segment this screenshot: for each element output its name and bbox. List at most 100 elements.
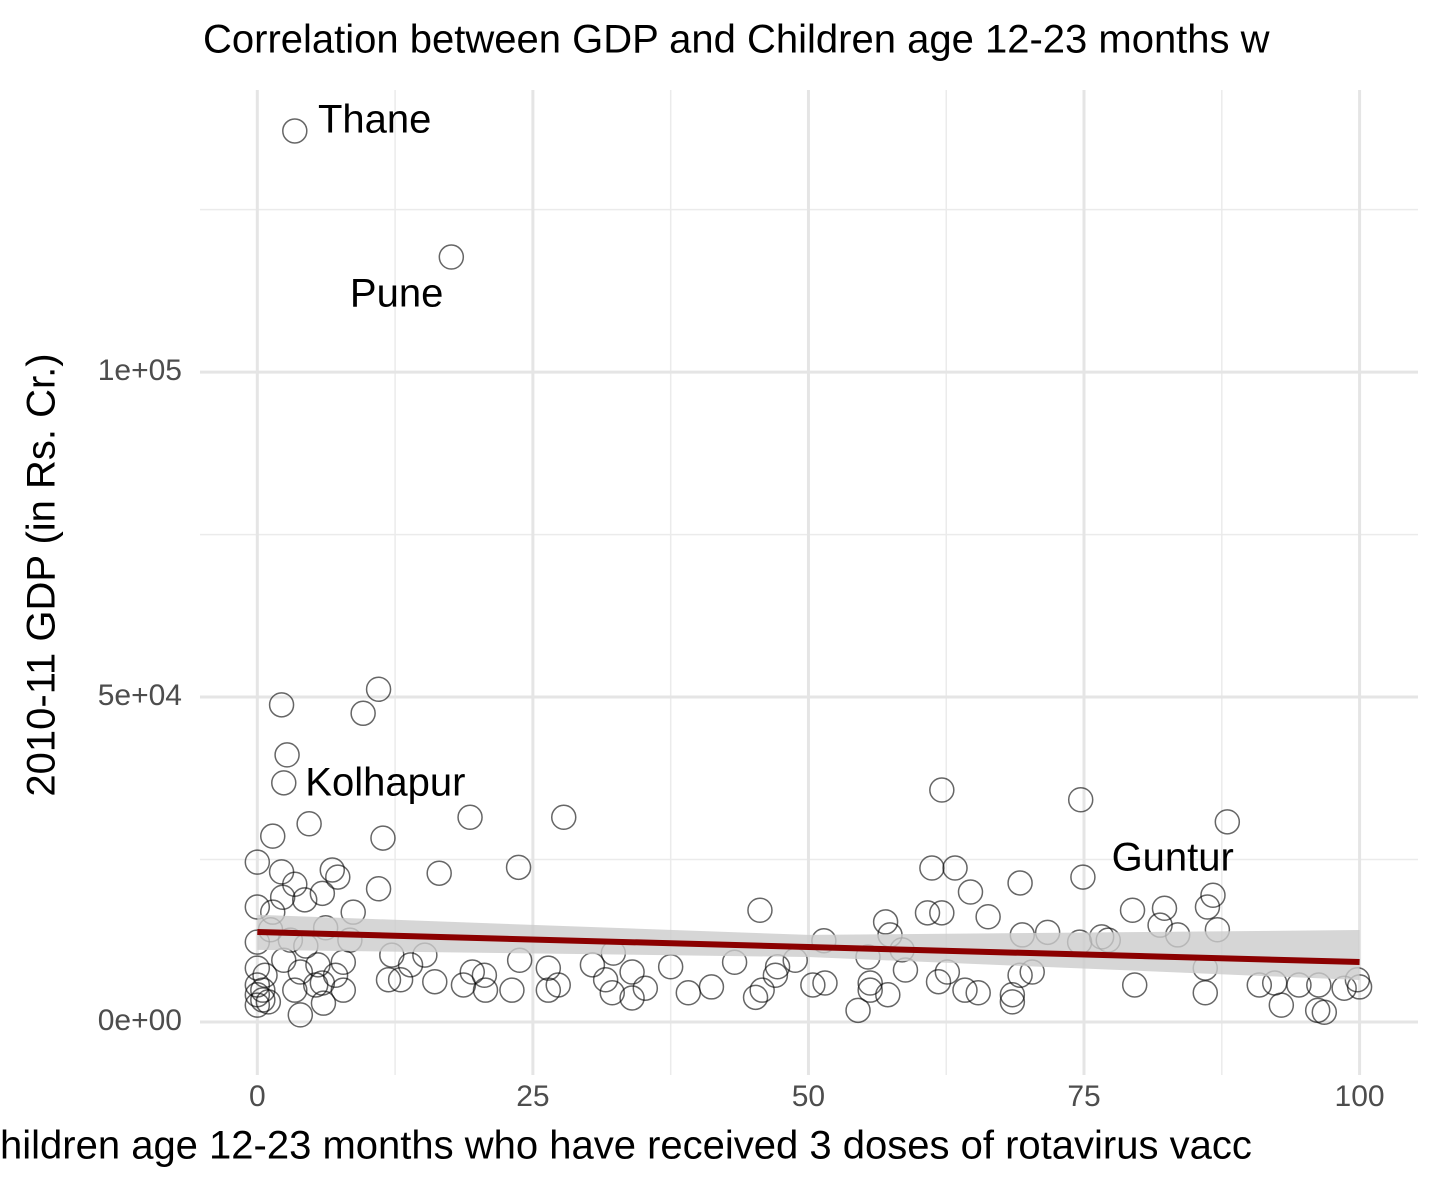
point xyxy=(244,849,271,875)
point xyxy=(1121,972,1148,998)
point xyxy=(370,825,396,851)
point xyxy=(550,804,577,831)
point xyxy=(296,811,322,837)
point xyxy=(268,692,295,718)
point xyxy=(325,864,351,890)
point xyxy=(309,880,336,907)
point xyxy=(274,742,300,768)
point xyxy=(1151,895,1178,922)
point xyxy=(925,968,952,995)
point xyxy=(857,977,883,1003)
point xyxy=(269,884,296,910)
point xyxy=(800,972,826,998)
point xyxy=(999,981,1026,1008)
point xyxy=(471,962,498,988)
point xyxy=(592,967,619,993)
point xyxy=(999,989,1026,1015)
point xyxy=(675,980,702,1006)
point xyxy=(459,959,486,985)
y-tick-label: 5e+04 xyxy=(98,679,182,712)
x-axis-label: hildren age 12-23 months who have receiv… xyxy=(0,1124,1252,1168)
point xyxy=(287,1002,314,1028)
point xyxy=(1007,870,1033,896)
point xyxy=(422,968,448,995)
point xyxy=(1067,786,1094,813)
point xyxy=(929,900,955,926)
point xyxy=(619,985,645,1011)
point xyxy=(1268,992,1295,1018)
chart-title: Correlation between GDP and Children age… xyxy=(203,18,1270,62)
point xyxy=(1311,999,1338,1026)
point xyxy=(350,700,376,727)
point xyxy=(1119,897,1146,923)
point xyxy=(914,900,941,926)
point xyxy=(599,980,625,1006)
point xyxy=(375,967,402,993)
point xyxy=(975,903,1001,930)
point xyxy=(698,974,725,1000)
point xyxy=(1200,882,1226,909)
point xyxy=(457,804,483,831)
point xyxy=(1214,809,1241,835)
point xyxy=(291,887,318,913)
point xyxy=(426,860,452,886)
point xyxy=(499,977,525,1003)
point xyxy=(287,959,314,985)
point xyxy=(919,855,945,881)
point xyxy=(365,676,392,703)
point xyxy=(282,118,308,144)
annotation: Kolhapur xyxy=(305,761,465,805)
point xyxy=(397,952,424,978)
point xyxy=(505,854,532,881)
point xyxy=(535,955,562,981)
point xyxy=(749,977,775,1003)
point xyxy=(632,975,659,1001)
point xyxy=(387,967,414,993)
point xyxy=(1070,864,1096,890)
point xyxy=(845,997,871,1024)
point xyxy=(319,857,346,883)
point xyxy=(1192,980,1219,1006)
point xyxy=(472,977,499,1003)
point xyxy=(747,897,773,923)
point xyxy=(1194,894,1221,920)
point xyxy=(244,992,271,1018)
point xyxy=(742,984,769,1011)
point xyxy=(259,823,286,849)
point xyxy=(310,990,337,1016)
x-tick-label: 50 xyxy=(792,1080,825,1113)
point xyxy=(545,972,571,998)
point xyxy=(942,855,968,881)
point xyxy=(535,977,562,1003)
point xyxy=(812,970,838,996)
annotation: Thane xyxy=(318,98,431,142)
x-tick-label: 100 xyxy=(1335,1080,1385,1113)
point xyxy=(762,962,789,988)
point xyxy=(309,970,336,996)
x-tick-label: 0 xyxy=(249,1080,266,1113)
point xyxy=(934,959,961,985)
point xyxy=(872,909,899,935)
trend-line xyxy=(257,929,1360,966)
y-axis-label: 2010-11 GDP (in Rs. Cr.) xyxy=(20,353,64,796)
point xyxy=(619,959,645,985)
point xyxy=(929,777,955,803)
point xyxy=(857,970,883,996)
point xyxy=(579,952,606,978)
point xyxy=(875,981,901,1008)
point xyxy=(365,876,392,902)
point xyxy=(438,244,465,270)
point xyxy=(255,989,282,1015)
y-tick-label: 0e+00 xyxy=(98,1004,182,1037)
point xyxy=(952,977,978,1003)
point xyxy=(282,977,308,1003)
y-tick-label: 1e+05 xyxy=(98,354,182,387)
annotation: Guntur xyxy=(1112,836,1234,880)
point xyxy=(330,949,357,975)
point xyxy=(957,879,984,905)
x-tick-label: 75 xyxy=(1067,1080,1100,1113)
annotation: Pune xyxy=(350,272,443,316)
x-tick-label: 25 xyxy=(516,1080,549,1113)
point xyxy=(965,980,991,1006)
